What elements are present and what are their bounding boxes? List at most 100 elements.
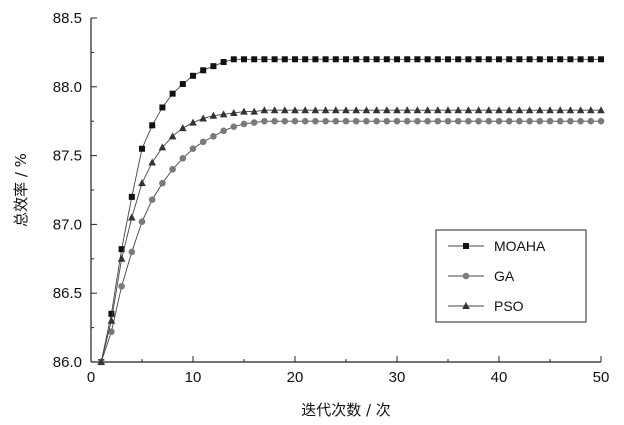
data-point-ga xyxy=(261,117,268,125)
data-point-pso xyxy=(301,106,309,114)
data-point-pso xyxy=(576,106,585,114)
data-point-moaha xyxy=(567,56,574,63)
data-point-pso xyxy=(168,132,177,140)
data-point-ga xyxy=(485,117,493,125)
data-point-moaha xyxy=(424,56,431,63)
data-point-pso xyxy=(107,316,116,324)
data-point-moaha xyxy=(475,56,482,63)
data-point-ga xyxy=(281,117,289,125)
data-point-ga xyxy=(250,119,258,126)
data-point-moaha xyxy=(526,56,533,63)
data-point-pso xyxy=(495,106,503,114)
data-point-pso xyxy=(270,106,279,114)
data-point-pso xyxy=(525,106,534,114)
data-point-pso xyxy=(597,106,605,114)
data-point-pso xyxy=(97,358,105,365)
data-point-ga xyxy=(322,117,329,125)
data-point-pso xyxy=(546,106,554,114)
data-point-moaha xyxy=(577,56,584,63)
series-group xyxy=(97,56,605,366)
series-moaha xyxy=(98,56,604,365)
data-point-moaha xyxy=(536,56,543,63)
data-point-moaha xyxy=(373,56,380,63)
data-point-pso xyxy=(464,106,473,114)
series-ga xyxy=(97,117,605,366)
data-point-moaha xyxy=(404,56,411,63)
data-point-moaha xyxy=(383,56,390,63)
data-point-moaha xyxy=(434,56,441,63)
data-point-moaha xyxy=(496,56,502,63)
data-point-moaha xyxy=(108,310,115,317)
data-point-ga xyxy=(291,117,299,125)
data-point-pso xyxy=(566,106,575,114)
data-point-moaha xyxy=(506,56,513,63)
y-tick-label: 88.0 xyxy=(53,79,82,96)
data-point-pso xyxy=(291,106,299,114)
data-point-pso xyxy=(383,106,391,114)
data-point-pso xyxy=(189,118,197,126)
data-point-pso xyxy=(515,106,524,114)
data-point-pso xyxy=(199,114,207,122)
legend-marker-pso xyxy=(462,302,470,309)
data-point-moaha xyxy=(465,56,472,63)
data-point-ga xyxy=(444,117,452,125)
data-point-ga xyxy=(159,179,166,187)
data-point-pso xyxy=(332,106,340,114)
legend-marker-moaha xyxy=(463,243,469,249)
data-point-pso xyxy=(117,254,126,262)
data-point-ga xyxy=(587,117,595,125)
data-point-pso xyxy=(158,143,167,151)
data-point-ga xyxy=(169,166,176,173)
data-point-ga xyxy=(536,117,544,125)
data-point-moaha xyxy=(363,56,370,63)
x-tick-label: 50 xyxy=(593,369,610,386)
data-point-ga xyxy=(118,283,125,290)
data-point-ga xyxy=(332,117,340,125)
data-point-ga xyxy=(505,117,513,125)
data-point-pso xyxy=(321,106,330,114)
data-point-pso xyxy=(536,106,544,114)
data-point-moaha xyxy=(322,56,329,63)
data-point-pso xyxy=(148,158,156,166)
data-point-ga xyxy=(434,117,442,125)
data-point-ga xyxy=(220,127,227,135)
data-point-pso xyxy=(444,106,452,114)
data-point-pso xyxy=(423,106,432,114)
data-point-pso xyxy=(362,106,371,114)
data-point-ga xyxy=(475,117,482,125)
data-point-ga xyxy=(210,133,217,140)
data-point-ga xyxy=(138,218,146,225)
data-point-ga xyxy=(128,248,136,256)
data-point-pso xyxy=(179,124,187,132)
data-point-moaha xyxy=(230,56,237,63)
data-point-moaha xyxy=(312,56,319,63)
data-point-ga xyxy=(393,117,401,125)
data-point-ga xyxy=(148,196,156,203)
data-point-ga xyxy=(189,145,197,153)
data-point-ga xyxy=(271,117,278,125)
y-tick-label: 86.0 xyxy=(53,354,82,371)
legend-label-pso: PSO xyxy=(494,298,524,314)
data-point-moaha xyxy=(445,56,451,63)
data-point-ga xyxy=(465,117,472,125)
data-point-ga xyxy=(342,117,350,125)
legend-marker-ga xyxy=(462,272,470,280)
data-point-pso xyxy=(372,106,381,114)
data-point-moaha xyxy=(485,56,492,63)
data-point-pso xyxy=(281,106,289,114)
data-point-pso xyxy=(260,106,269,114)
x-tick-label: 0 xyxy=(87,369,95,386)
data-point-moaha xyxy=(149,122,156,129)
x-tick-label: 20 xyxy=(287,369,304,386)
data-point-pso xyxy=(209,111,218,119)
data-point-ga xyxy=(240,120,248,128)
data-point-moaha xyxy=(200,67,207,74)
data-point-moaha xyxy=(128,193,135,200)
legend: MOAHA GA PSO xyxy=(435,229,587,323)
data-point-ga xyxy=(301,117,309,125)
legend-label-moaha: MOAHA xyxy=(494,238,546,254)
x-tick-label: 30 xyxy=(389,369,406,386)
y-tick-label: 87.5 xyxy=(53,148,82,165)
data-point-moaha xyxy=(251,56,258,63)
